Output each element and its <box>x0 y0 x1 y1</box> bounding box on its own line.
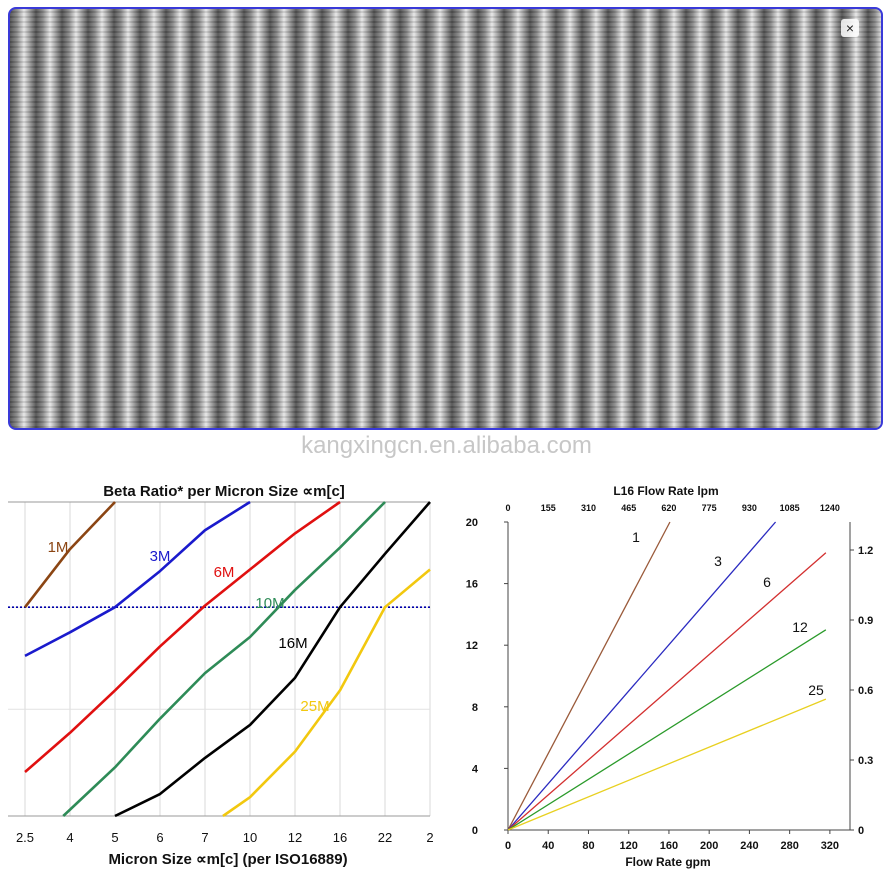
beta-x-tick-label: 2.5 <box>16 830 34 845</box>
beta-series-label-3M: 3M <box>150 548 171 565</box>
flow-chart-title: L16 Flow Rate lpm <box>613 484 718 498</box>
beta-series-line-3M <box>24 500 251 658</box>
beta-x-tick-label: 6 <box>156 830 163 845</box>
flow-y-tick-label: 0 <box>472 825 478 837</box>
beta-x-tick-label: 22 <box>378 830 392 845</box>
beta-series-line-16M <box>114 501 431 818</box>
beta-chart-xlabel: Micron Size ∝m[c] (per ISO16889) <box>108 851 347 868</box>
beta-series-line-1M <box>23 501 116 608</box>
flow-series-label-3: 3 <box>714 553 722 569</box>
flow-x-tick-label: 40 <box>542 840 554 852</box>
flow-series-line-3 <box>507 521 777 831</box>
flow-y-tick-label: 8 <box>472 702 478 714</box>
flow-right-tick-label: 0 <box>858 825 864 837</box>
beta-series-line-10M <box>62 501 386 817</box>
flow-x-tick-label: 200 <box>700 840 718 852</box>
flow-x-tick-label: 0 <box>505 840 511 852</box>
beta-x-tick-label: 12 <box>288 830 302 845</box>
beta-x-tick-label: 5 <box>111 830 118 845</box>
beta-series-label-10M: 10M <box>255 595 284 612</box>
flow-top-tick-label: 620 <box>661 503 676 513</box>
flow-series-label-25: 25 <box>808 682 824 698</box>
beta-x-tick-label: 4 <box>66 830 73 845</box>
flow-x-tick-label: 320 <box>821 840 839 852</box>
flow-series-label-1: 1 <box>632 529 640 545</box>
flow-series-line-12 <box>507 629 827 831</box>
beta-series-line-6M <box>24 500 341 774</box>
flow-right-tick-label: 1.2 <box>858 545 873 557</box>
flow-y-tick-label: 4 <box>472 763 479 775</box>
flow-right-tick-label: 0.9 <box>858 615 873 627</box>
flow-y-tick-label: 16 <box>466 579 478 591</box>
flow-rate-chart: L16 Flow Rate lpm Flow Rate gpm 0 40 80 120… <box>466 484 874 869</box>
flow-series-label-6: 6 <box>763 574 771 590</box>
beta-x-tick-label: 16 <box>333 830 347 845</box>
beta-x-tick-label: 2 <box>426 830 433 845</box>
flow-top-tick-label: 1240 <box>820 503 840 513</box>
flow-y-tick-label: 20 <box>466 517 478 529</box>
watermark: kangxingcn.en.alibaba.com <box>301 432 592 459</box>
flow-series-line-6 <box>507 552 827 831</box>
flow-series-label-12: 12 <box>792 619 808 635</box>
flow-top-tick-label: 1085 <box>780 503 800 513</box>
close-button[interactable]: × <box>841 19 859 37</box>
flow-right-tick-label: 0.3 <box>858 755 873 767</box>
flow-right-tick-label: 0.6 <box>858 685 873 697</box>
flow-chart-xlabel: Flow Rate gpm <box>625 855 710 869</box>
flow-series-line-25 <box>507 698 827 831</box>
flow-x-tick-label: 120 <box>620 840 638 852</box>
flow-x-tick-label: 80 <box>582 840 594 852</box>
beta-series-label-6M: 6M <box>214 564 235 581</box>
mesh-texture <box>10 9 881 428</box>
flow-top-tick-label: 155 <box>541 503 556 513</box>
flow-top-tick-label: 310 <box>581 503 596 513</box>
beta-series-label-25M: 25M <box>300 698 329 715</box>
flow-top-tick-label: 0 <box>505 503 510 513</box>
flow-x-tick-label: 160 <box>660 840 678 852</box>
beta-series-label-1M: 1M <box>48 539 69 556</box>
flow-top-tick-label: 775 <box>702 503 717 513</box>
flow-top-tick-label: 465 <box>621 503 636 513</box>
beta-series-label-16M: 16M <box>278 635 307 652</box>
flow-x-tick-label: 280 <box>780 840 798 852</box>
beta-chart-title: Beta Ratio* per Micron Size ∝m[c] <box>103 483 345 500</box>
flow-y-tick-label: 12 <box>466 640 478 652</box>
beta-ratio-chart: Beta Ratio* per Micron Size ∝m[c] 2.5 4 5 6… <box>8 483 434 868</box>
beta-x-tick-label: 10 <box>243 830 257 845</box>
flow-x-tick-label: 240 <box>740 840 758 852</box>
flow-top-tick-label: 930 <box>742 503 757 513</box>
flow-series-line-1 <box>507 521 671 831</box>
filter-mesh-photo: × <box>8 7 883 430</box>
beta-series-line-25M <box>222 568 431 818</box>
beta-x-tick-label: 7 <box>201 830 208 845</box>
